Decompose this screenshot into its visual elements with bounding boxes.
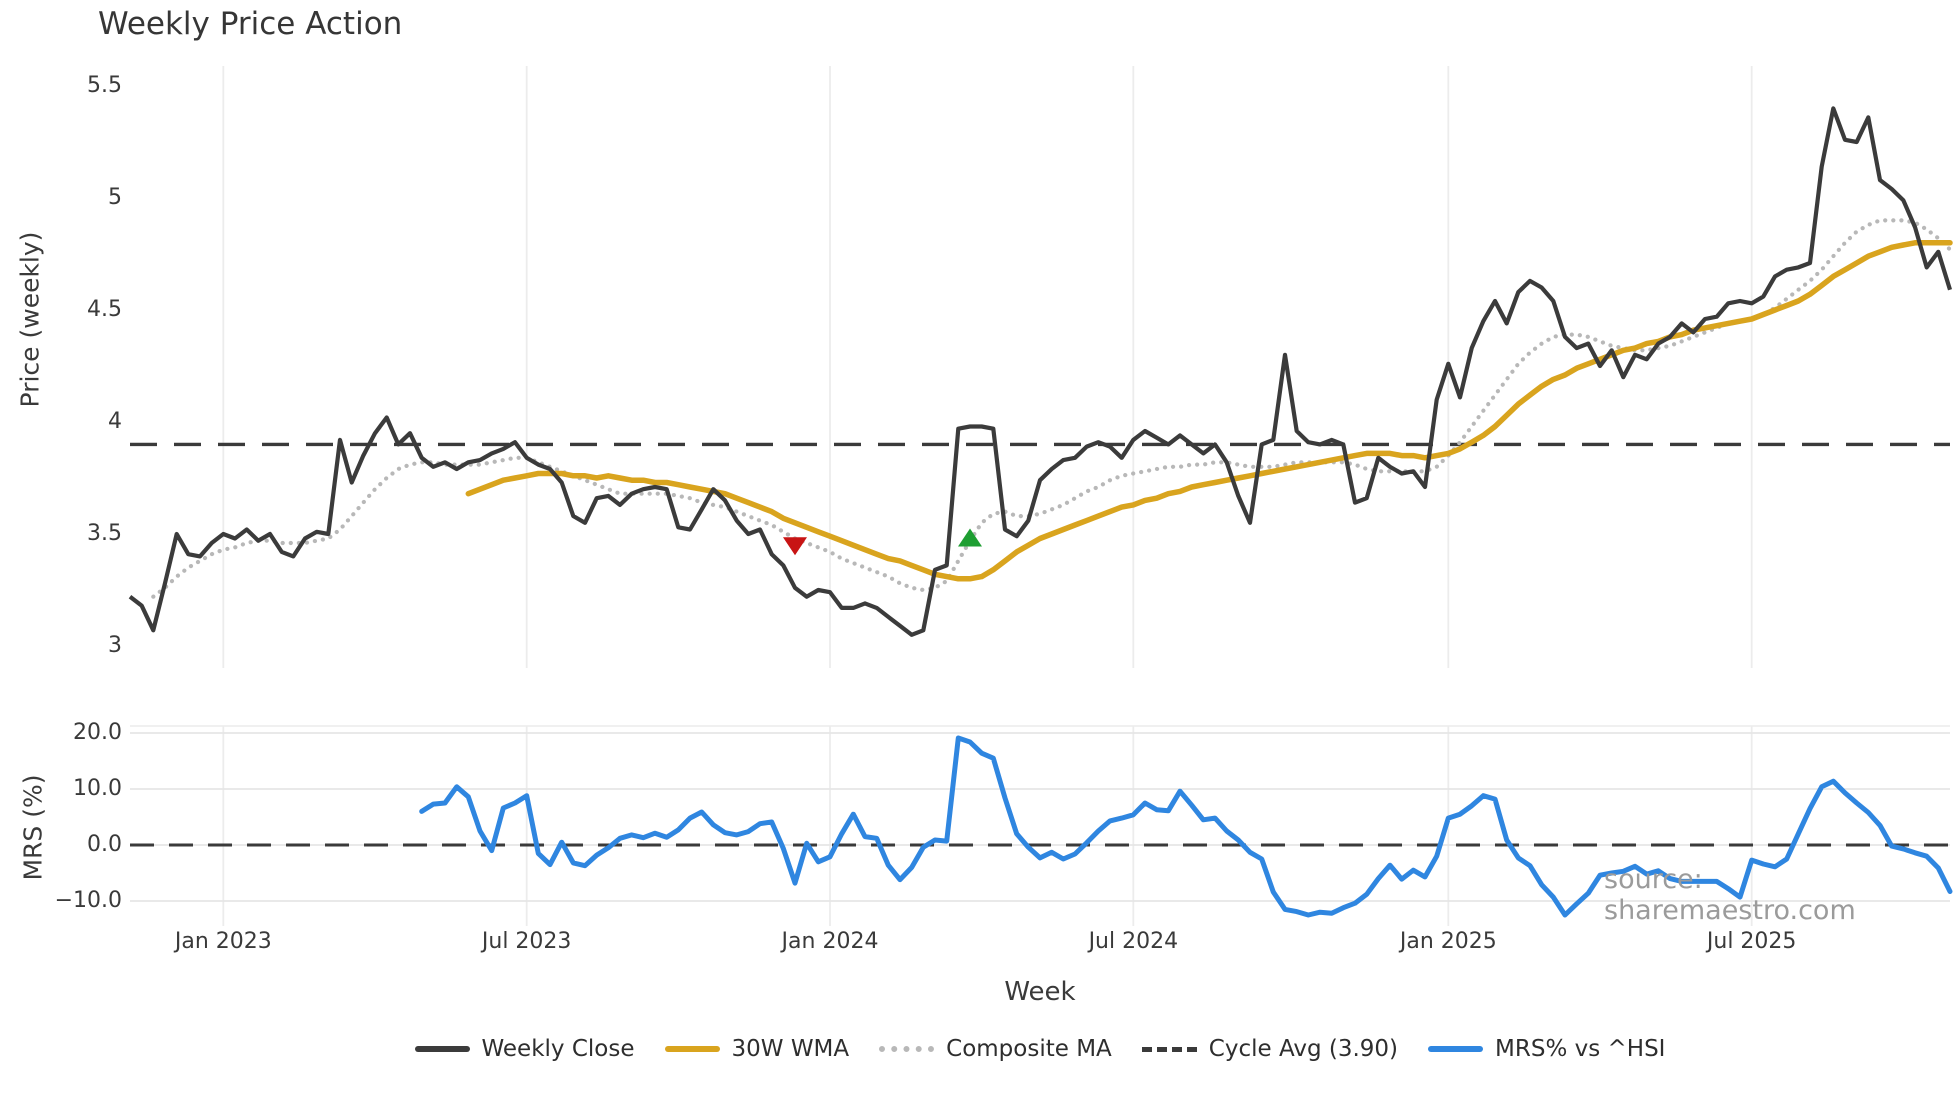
legend-label: Weekly Close bbox=[481, 1036, 635, 1062]
price-ytick-label: 4.5 bbox=[87, 297, 122, 322]
price-ytick-label: 4 bbox=[108, 409, 122, 434]
legend-item: Cycle Avg (3.90) bbox=[1141, 1036, 1399, 1062]
x-tick-label: Jul 2024 bbox=[1088, 929, 1179, 954]
price-ytick-label: 5.5 bbox=[87, 73, 122, 98]
x-tick-label: Jan 2025 bbox=[1399, 929, 1497, 954]
x-axis-label: Week bbox=[1004, 977, 1076, 1007]
price-ytick-label: 3 bbox=[108, 633, 122, 658]
legend-item: Composite MA bbox=[879, 1036, 1112, 1062]
legend-swatch-dotted-icon bbox=[879, 1046, 935, 1052]
mrs-ytick-label: 0.0 bbox=[87, 832, 122, 857]
legend-swatch-solid-icon bbox=[664, 1046, 720, 1052]
legend-swatch-solid-icon bbox=[414, 1046, 470, 1052]
mrs-line bbox=[419, 735, 1953, 918]
legend-label: MRS% vs ^HSI bbox=[1495, 1036, 1666, 1062]
legend-label: 30W WMA bbox=[731, 1036, 850, 1062]
weekly-close-line bbox=[128, 106, 1953, 637]
x-tick-label: Jan 2024 bbox=[781, 929, 879, 954]
price-ytick-label: 3.5 bbox=[87, 521, 122, 546]
price-ytick-label: 5 bbox=[108, 185, 122, 210]
mrs-ytick-label: 20.0 bbox=[73, 720, 122, 745]
x-tick-label: Jul 2025 bbox=[1706, 929, 1797, 954]
mrs-ytick-label: 10.0 bbox=[73, 776, 122, 801]
mrs-ytick-label: −10.0 bbox=[54, 888, 122, 913]
chart-legend: Weekly Close 30W WMA Composite MA Cycle Avg… bbox=[130, 1036, 1950, 1062]
legend-item: MRS% vs ^HSI bbox=[1428, 1036, 1665, 1062]
sell-marker-icon bbox=[783, 537, 807, 556]
x-tick-label: Jan 2023 bbox=[174, 929, 272, 954]
composite-ma-line bbox=[151, 218, 1953, 599]
x-tick-label: Jul 2023 bbox=[481, 929, 572, 954]
legend-swatch-dashed-icon bbox=[1141, 1046, 1197, 1052]
legend-item: Weekly Close bbox=[414, 1036, 635, 1062]
legend-item: 30W WMA bbox=[664, 1036, 850, 1062]
source-watermark: source: sharemaestro.com bbox=[1604, 864, 1856, 926]
legend-label: Cycle Avg (3.90) bbox=[1208, 1036, 1399, 1062]
page-title: Weekly Price Action bbox=[98, 6, 403, 42]
buy-marker-icon bbox=[958, 528, 982, 547]
legend-swatch-solid-icon bbox=[1428, 1046, 1484, 1052]
legend-label: Composite MA bbox=[946, 1036, 1112, 1062]
